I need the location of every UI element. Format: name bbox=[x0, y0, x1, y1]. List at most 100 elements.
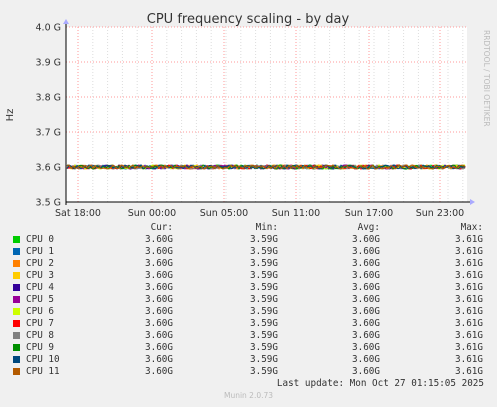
legend-avg: 3.60G bbox=[352, 354, 380, 365]
x-tick-label: Sun 23:00 bbox=[416, 208, 464, 219]
chart-title: CPU frequency scaling - by day bbox=[147, 12, 350, 27]
y-tick-label: 3.9 G bbox=[36, 58, 62, 69]
legend-cur: 3.60G bbox=[145, 294, 173, 305]
legend-row: CPU 2 3.60G 3.59G 3.60G 3.61G bbox=[0, 258, 497, 270]
legend-min: 3.59G bbox=[250, 258, 278, 269]
legend-row: CPU 10 3.60G 3.59G 3.60G 3.61G bbox=[0, 354, 497, 366]
legend-name: CPU 0 bbox=[26, 234, 54, 245]
x-tick-label: Sat 18:00 bbox=[55, 208, 101, 219]
legend-min: 3.59G bbox=[250, 354, 278, 365]
legend-row: CPU 7 3.60G 3.59G 3.60G 3.61G bbox=[0, 318, 497, 330]
legend-header-min: Min: bbox=[255, 222, 278, 233]
legend-min: 3.59G bbox=[250, 366, 278, 377]
legend-avg: 3.60G bbox=[352, 294, 380, 305]
legend-min: 3.59G bbox=[250, 270, 278, 281]
legend-name: CPU 11 bbox=[26, 366, 60, 377]
x-tick-label: Sun 05:00 bbox=[200, 208, 248, 219]
legend-header: Cur: Min: Avg: Max: bbox=[0, 222, 497, 234]
legend-name: CPU 5 bbox=[26, 294, 54, 305]
x-tick-label: Sun 17:00 bbox=[345, 208, 393, 219]
legend-swatch bbox=[13, 272, 20, 279]
legend-max: 3.61G bbox=[455, 306, 483, 317]
legend-avg: 3.60G bbox=[352, 366, 380, 377]
rrdtool-credit: RRDTOOL / TOBI OETIKER bbox=[482, 30, 491, 127]
legend-swatch bbox=[13, 356, 20, 363]
legend-cur: 3.60G bbox=[145, 318, 173, 329]
legend-min: 3.59G bbox=[250, 342, 278, 353]
legend-max: 3.61G bbox=[455, 354, 483, 365]
legend-header-cur: Cur: bbox=[150, 222, 173, 233]
y-tick-label: 4.0 G bbox=[36, 23, 62, 34]
y-axis-label: Hz bbox=[5, 109, 16, 122]
legend-max: 3.61G bbox=[455, 366, 483, 377]
y-tick-label: 3.7 G bbox=[36, 128, 62, 139]
legend-row: CPU 8 3.60G 3.59G 3.60G 3.61G bbox=[0, 330, 497, 342]
legend-min: 3.59G bbox=[250, 318, 278, 329]
legend-row: CPU 11 3.60G 3.59G 3.60G 3.61G bbox=[0, 366, 497, 378]
legend-row: CPU 3 3.60G 3.59G 3.60G 3.61G bbox=[0, 270, 497, 282]
legend-cur: 3.60G bbox=[145, 342, 173, 353]
legend-swatch bbox=[13, 284, 20, 291]
munin-version: Munin 2.0.73 bbox=[223, 391, 274, 400]
legend-cur: 3.60G bbox=[145, 258, 173, 269]
x-tick-label: Sun 11:00 bbox=[272, 208, 320, 219]
legend-max: 3.61G bbox=[455, 294, 483, 305]
legend-min: 3.59G bbox=[250, 294, 278, 305]
legend-name: CPU 1 bbox=[26, 246, 54, 257]
legend-cur: 3.60G bbox=[145, 270, 173, 281]
legend-avg: 3.60G bbox=[352, 306, 380, 317]
legend-name: CPU 4 bbox=[26, 282, 54, 293]
legend-cur: 3.60G bbox=[145, 366, 173, 377]
legend-name: CPU 8 bbox=[26, 330, 54, 341]
legend-swatch bbox=[13, 260, 20, 267]
y-tick-label: 3.6 G bbox=[36, 163, 62, 174]
y-tick-label: 3.5 G bbox=[36, 198, 62, 209]
legend-name: CPU 10 bbox=[26, 354, 60, 365]
legend-avg: 3.60G bbox=[352, 282, 380, 293]
legend-swatch bbox=[13, 368, 20, 375]
legend-max: 3.61G bbox=[455, 318, 483, 329]
legend-avg: 3.60G bbox=[352, 330, 380, 341]
legend-header-avg: Avg: bbox=[357, 222, 380, 233]
legend-swatch bbox=[13, 320, 20, 327]
legend-swatch bbox=[13, 236, 20, 243]
legend-name: CPU 9 bbox=[26, 342, 54, 353]
legend-row: CPU 9 3.60G 3.59G 3.60G 3.61G bbox=[0, 342, 497, 354]
legend-name: CPU 3 bbox=[26, 270, 54, 281]
legend-cur: 3.60G bbox=[145, 282, 173, 293]
legend-avg: 3.60G bbox=[352, 234, 380, 245]
plot-area bbox=[66, 27, 467, 202]
legend-min: 3.59G bbox=[250, 330, 278, 341]
legend-cur: 3.60G bbox=[145, 354, 173, 365]
legend-swatch bbox=[13, 344, 20, 351]
legend-name: CPU 7 bbox=[26, 318, 54, 329]
legend-swatch bbox=[13, 296, 20, 303]
legend-max: 3.61G bbox=[455, 282, 483, 293]
legend-swatch bbox=[13, 248, 20, 255]
legend-min: 3.59G bbox=[250, 246, 278, 257]
legend-swatch bbox=[13, 308, 20, 315]
legend-min: 3.59G bbox=[250, 282, 278, 293]
legend-max: 3.61G bbox=[455, 342, 483, 353]
legend-max: 3.61G bbox=[455, 330, 483, 341]
legend-avg: 3.60G bbox=[352, 342, 380, 353]
legend-cur: 3.60G bbox=[145, 306, 173, 317]
legend-max: 3.61G bbox=[455, 234, 483, 245]
legend-row: CPU 4 3.60G 3.59G 3.60G 3.61G bbox=[0, 282, 497, 294]
legend-cur: 3.60G bbox=[145, 234, 173, 245]
grid bbox=[66, 26, 467, 203]
y-axis-ticks: 4.0 G 3.9 G 3.8 G 3.7 G 3.6 G 3.5 G bbox=[36, 23, 62, 209]
legend-row: CPU 5 3.60G 3.59G 3.60G 3.61G bbox=[0, 294, 497, 306]
series-lines bbox=[66, 163, 466, 171]
legend-row: CPU 6 3.60G 3.59G 3.60G 3.61G bbox=[0, 306, 497, 318]
x-axis-ticks: Sat 18:00 Sun 00:00 Sun 05:00 Sun 11:00 Sun … bbox=[55, 208, 464, 219]
legend-row: CPU 0 3.60G 3.59G 3.60G 3.61G bbox=[0, 234, 497, 246]
series-line-cpu-10 bbox=[66, 164, 466, 171]
legend-max: 3.61G bbox=[455, 246, 483, 257]
x-axis-arrow bbox=[470, 199, 475, 205]
last-update: Last update: Mon Oct 27 01:15:05 2025 bbox=[276, 378, 484, 389]
legend-avg: 3.60G bbox=[352, 246, 380, 257]
legend-max: 3.61G bbox=[455, 270, 483, 281]
x-tick-label: Sun 00:00 bbox=[128, 208, 176, 219]
